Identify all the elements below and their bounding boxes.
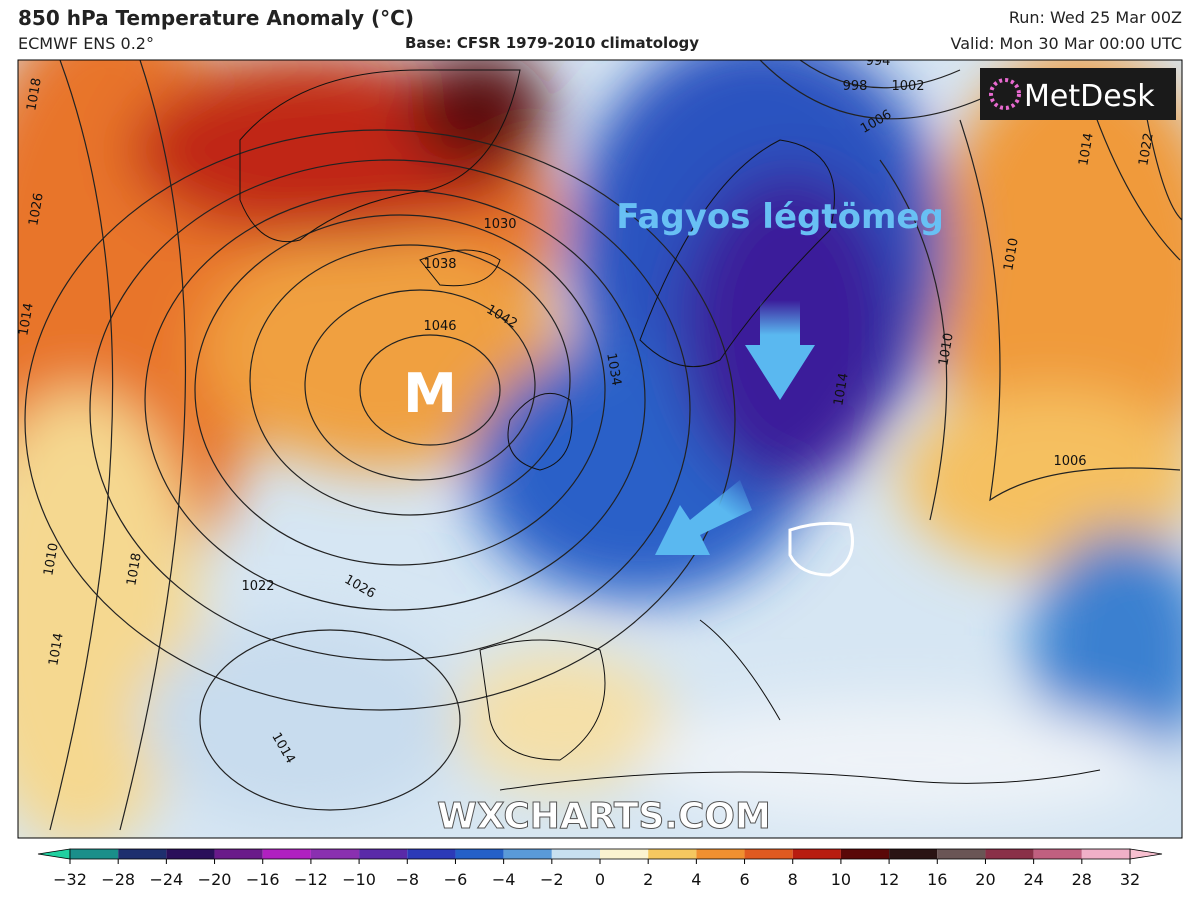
colorbar-segment [696, 849, 745, 859]
colorbar-segment [792, 849, 841, 859]
isobars [24, 60, 1182, 831]
colorbar-segment [503, 849, 552, 859]
colorbar-tick-label: 4 [691, 870, 701, 889]
logo-box [980, 68, 1176, 120]
colorbar-tick-label: −16 [246, 870, 280, 889]
colorbar-tick-label: −28 [101, 870, 135, 889]
colorbar-segment [166, 849, 215, 859]
colorbar-tick-label: 10 [831, 870, 851, 889]
colorbar-tick-label: −32 [53, 870, 87, 889]
arrow [655, 480, 752, 555]
colorbar-segment [262, 849, 311, 859]
colorbar-under [37, 848, 71, 860]
base: Base: CFSR 1979-2010 climatology [405, 34, 700, 52]
colorbar-segment [744, 849, 793, 859]
colorbar-tick-label: 2 [643, 870, 653, 889]
isobar-label: 1022 [1136, 132, 1157, 167]
isobar-label: 1014 [16, 302, 37, 337]
colorbar-segment [985, 849, 1034, 859]
title: 850 hPa Temperature Anomaly (°C) [18, 6, 414, 30]
colorbar-tick-label: 8 [788, 870, 798, 889]
colorbar-segment [1081, 849, 1130, 859]
isobar-label: 1022 [241, 579, 274, 594]
logo: MetDesk [1024, 79, 1155, 114]
colorbar-tick-label: 16 [927, 870, 947, 889]
isobar-label: 1006 [1053, 454, 1086, 469]
colorbar-tick-label: −10 [342, 870, 376, 889]
colorbar-tick-label: 12 [879, 870, 899, 889]
arrow [745, 300, 815, 400]
colorbar: −32 −28 −24 −20 −16 −12 −10 −8 −6 −4 −2 0 2 4 6 8 10 12 16… [37, 848, 1163, 889]
colorbar-segment [118, 849, 167, 859]
coastlines [239, 69, 1101, 791]
isobar-label: 994 [866, 54, 891, 69]
logo-icon [989, 78, 1021, 110]
isobar-label: 1002 [891, 79, 924, 94]
colorbar-segment [455, 849, 504, 859]
isobar-label: 1026 [26, 192, 47, 227]
colorbar-tick-label: 28 [1072, 870, 1092, 889]
colorbar-tick-label: 32 [1120, 870, 1140, 889]
isobar-label: 1014 [46, 632, 67, 667]
model: ECMWF ENS 0.2° [18, 34, 154, 53]
colorbar-tick-label: 6 [739, 870, 749, 889]
colorbar-tick-label: 0 [595, 870, 605, 889]
colorbar-tick-label: −24 [149, 870, 183, 889]
colorbar-segment [937, 849, 986, 859]
colorbar-segment [70, 849, 119, 859]
colorbar-tick-label: −4 [492, 870, 516, 889]
isobar-label: 1038 [423, 257, 456, 272]
colorbar-tick-label: −2 [540, 870, 564, 889]
isobar-label: 1010 [41, 542, 62, 577]
isobar-label: 1030 [483, 217, 516, 232]
colorbar-tick-label: −8 [395, 870, 419, 889]
colorbar-tick-label: −12 [294, 870, 328, 889]
colorbar-segment [889, 849, 938, 859]
colorbar-tick-label: 24 [1023, 870, 1043, 889]
watermark: WXCHARTS.COM [437, 796, 771, 837]
colorbar-segment [648, 849, 697, 859]
isobar-label: 1018 [124, 552, 145, 587]
isobar-label: 1014 [1076, 132, 1097, 167]
colorbar-segment [1033, 849, 1082, 859]
colorbar-segment [214, 849, 263, 859]
run: Run: Wed 25 Mar 00Z [1008, 8, 1182, 27]
isobar-label: 1018 [24, 77, 45, 112]
colorbar-segment [600, 849, 649, 859]
high-label: M [403, 362, 457, 425]
isobar-label: 1010 [1001, 237, 1022, 272]
map-frame [17, 59, 1183, 839]
colorbar-segment [407, 849, 456, 859]
isobar-label: 1046 [423, 319, 456, 334]
colorbar-segment [310, 849, 360, 859]
colorbar-segment [359, 849, 408, 859]
isobar-label: 1014 [831, 372, 852, 407]
colorbar-tick-label: −6 [444, 870, 468, 889]
colorbar-segment [840, 849, 890, 859]
isobar-label: 1010 [936, 332, 957, 367]
colorbar-tick-label: 20 [975, 870, 995, 889]
isobar-label: 1034 [603, 352, 624, 387]
colorbar-over [1129, 848, 1163, 860]
valid: Valid: Mon 30 Mar 00:00 UTC [950, 34, 1182, 53]
colorbar-segment [551, 849, 600, 859]
isobar-label: 998 [843, 79, 868, 94]
colorbar-tick-label: −20 [198, 870, 232, 889]
annotation: Fagyos légtömeg [616, 197, 944, 237]
